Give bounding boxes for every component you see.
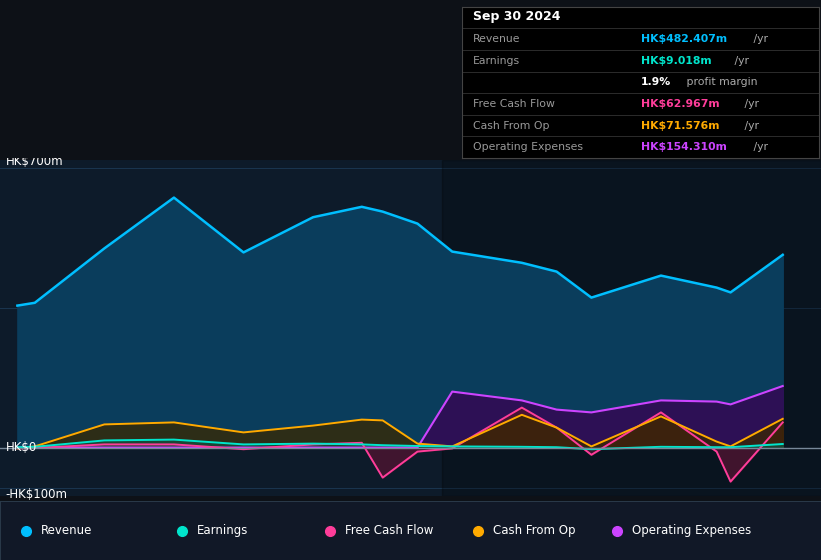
- Text: Earnings: Earnings: [197, 524, 249, 537]
- Bar: [442, 160, 821, 496]
- Text: /yr: /yr: [741, 120, 759, 130]
- Text: Operating Expenses: Operating Expenses: [473, 142, 583, 152]
- Text: Earnings: Earnings: [473, 56, 520, 66]
- Text: HK$700m: HK$700m: [6, 155, 63, 167]
- Text: /yr: /yr: [741, 99, 759, 109]
- Text: HK$154.310m: HK$154.310m: [641, 142, 727, 152]
- Text: Cash From Op: Cash From Op: [493, 524, 575, 537]
- Text: profit margin: profit margin: [683, 77, 758, 87]
- Text: -HK$100m: -HK$100m: [6, 488, 68, 501]
- Text: Free Cash Flow: Free Cash Flow: [473, 99, 555, 109]
- Text: Operating Expenses: Operating Expenses: [632, 524, 751, 537]
- Text: HK$9.018m: HK$9.018m: [641, 56, 712, 66]
- Text: HK$71.576m: HK$71.576m: [641, 120, 719, 130]
- Text: HK$482.407m: HK$482.407m: [641, 34, 727, 44]
- Text: HK$0: HK$0: [6, 441, 37, 454]
- Text: Revenue: Revenue: [41, 524, 93, 537]
- Text: HK$62.967m: HK$62.967m: [641, 99, 719, 109]
- Text: Cash From Op: Cash From Op: [473, 120, 549, 130]
- Text: /yr: /yr: [750, 34, 768, 44]
- Text: Sep 30 2024: Sep 30 2024: [473, 10, 561, 23]
- Text: /yr: /yr: [750, 142, 768, 152]
- Text: 1.9%: 1.9%: [641, 77, 671, 87]
- Text: Revenue: Revenue: [473, 34, 521, 44]
- Text: Free Cash Flow: Free Cash Flow: [345, 524, 433, 537]
- Text: /yr: /yr: [732, 56, 749, 66]
